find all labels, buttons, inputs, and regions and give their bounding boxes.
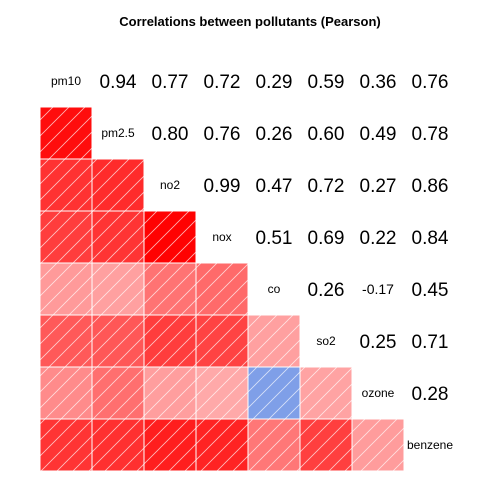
coef-label-no2-ozone: 0.27 [360,176,397,197]
corr-cell-hatch [40,263,92,315]
coef-label-nox-co: 0.51 [256,228,293,249]
corr-cell-hatch [92,159,144,211]
coef-label-co-ozone: -0.17 [362,281,394,297]
coef-label-pm10-nox: 0.72 [204,72,241,93]
coef-label-no2-so2: 0.72 [308,176,345,197]
coef-label-pm10-so2: 0.59 [308,72,345,93]
coef-label-pm10-pm2.5: 0.94 [100,72,137,93]
corr-cell-hatch [144,315,196,367]
variable-label-benzene: benzene [407,438,453,452]
variable-label-co: co [268,282,281,296]
corr-cell-hatch [196,419,248,471]
coef-label-ozone-benzene: 0.28 [412,384,449,405]
corr-cell-hatch [92,263,144,315]
corr-cell-hatch [40,315,92,367]
variable-label-nox: nox [212,230,231,244]
coef-label-pm2.5-nox: 0.76 [204,124,241,145]
corr-cell-hatch [196,367,248,419]
coef-label-pm2.5-co: 0.26 [256,124,293,145]
coef-label-pm10-benzene: 0.76 [412,72,449,93]
corr-cell-hatch [40,419,92,471]
coef-label-nox-so2: 0.69 [308,228,345,249]
corr-cell-hatch [40,107,92,159]
corr-cell-hatch [300,367,352,419]
coef-label-so2-ozone: 0.25 [360,332,397,353]
coef-label-no2-nox: 0.99 [204,176,241,197]
coef-label-co-benzene: 0.45 [412,280,449,301]
corr-cell-hatch [144,263,196,315]
coef-label-pm10-co: 0.29 [256,72,293,93]
coef-label-no2-co: 0.47 [256,176,293,197]
corr-cell-hatch [92,419,144,471]
corr-cell-hatch [248,315,300,367]
variable-label-no2: no2 [160,178,180,192]
coef-label-nox-benzene: 0.84 [412,228,449,249]
correlation-cells [39,106,405,472]
corr-cell-hatch [144,211,196,263]
variable-label-ozone: ozone [362,386,395,400]
corr-cell-hatch [92,315,144,367]
chart-title: Correlations between pollutants (Pearson… [119,14,381,29]
corr-cell-hatch [196,263,248,315]
corr-cell-hatch [196,315,248,367]
coef-label-co-so2: 0.26 [308,280,345,301]
corr-cell-hatch [92,211,144,263]
corr-cell-hatch [248,419,300,471]
coef-label-so2-benzene: 0.71 [412,332,449,353]
corr-cell-hatch [248,367,300,419]
coef-label-pm2.5-so2: 0.60 [308,124,345,145]
coef-label-pm10-ozone: 0.36 [360,72,397,93]
corr-cell-hatch [40,367,92,419]
variable-labels: pm10 pm2.5 no2 nox co so2 ozone benzene [51,74,453,452]
variable-label-so2: so2 [316,334,336,348]
corr-cell-hatch [144,367,196,419]
coef-label-pm2.5-benzene: 0.78 [412,124,449,145]
coefficient-labels: 0.94 0.77 0.72 0.29 0.59 0.36 0.76 0.80 0.76 0.26… [100,72,449,405]
corr-cell-hatch [92,367,144,419]
coef-label-nox-ozone: 0.22 [360,228,397,249]
coef-label-pm10-no2: 0.77 [152,72,189,93]
variable-label-pm2.5: pm2.5 [101,126,135,140]
corr-cell-hatch [40,159,92,211]
corr-cell-hatch [300,419,352,471]
corr-cell-hatch [144,419,196,471]
coef-label-no2-benzene: 0.86 [412,176,449,197]
coef-label-pm2.5-no2: 0.80 [152,124,189,145]
corr-cell-hatch [40,211,92,263]
coef-label-pm2.5-ozone: 0.49 [360,124,397,145]
corr-cell-hatch [352,419,404,471]
variable-label-pm10: pm10 [51,74,81,88]
